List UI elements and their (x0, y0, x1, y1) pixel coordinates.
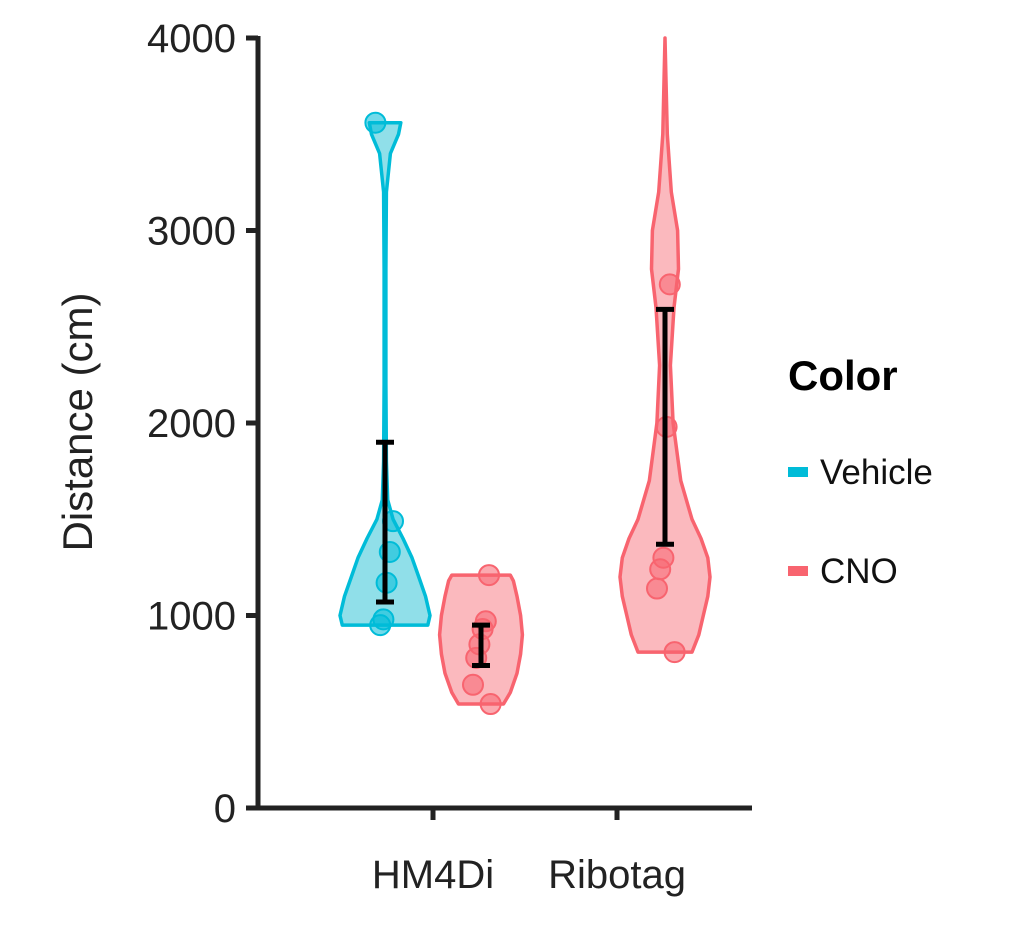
x-tick-label: Ribotag (548, 853, 686, 897)
x-tick-label: HM4Di (372, 853, 494, 897)
y-tick-label: 2000 (147, 402, 236, 446)
data-point (478, 564, 500, 587)
legend-swatch-cno (788, 566, 808, 576)
y-tick-label: 4000 (147, 17, 236, 61)
data-point (646, 577, 668, 600)
legend-label-vehicle: Vehicle (820, 453, 933, 492)
violin-layer (338, 36, 712, 706)
legend-swatch-vehicle (788, 467, 808, 477)
data-point (369, 614, 392, 637)
data-point (663, 641, 686, 664)
x-ticks: HM4Di Ribotag (372, 808, 686, 897)
y-tick-label: 1000 (147, 595, 236, 639)
y-ticks: 0 1000 2000 3000 4000 (147, 17, 258, 831)
data-point (462, 673, 484, 696)
data-point (649, 558, 672, 581)
y-tick-label: 0 (214, 787, 236, 831)
data-point (479, 693, 502, 716)
legend-title: Color (788, 352, 898, 399)
data-point (364, 111, 387, 134)
y-tick-label: 3000 (147, 210, 236, 254)
errorbar-layer (376, 306, 674, 669)
y-axis-title: Distance (cm) (54, 292, 101, 551)
legend: Vehicle CNO (788, 453, 933, 591)
legend-label-cno: CNO (820, 552, 898, 591)
data-point (658, 273, 681, 296)
